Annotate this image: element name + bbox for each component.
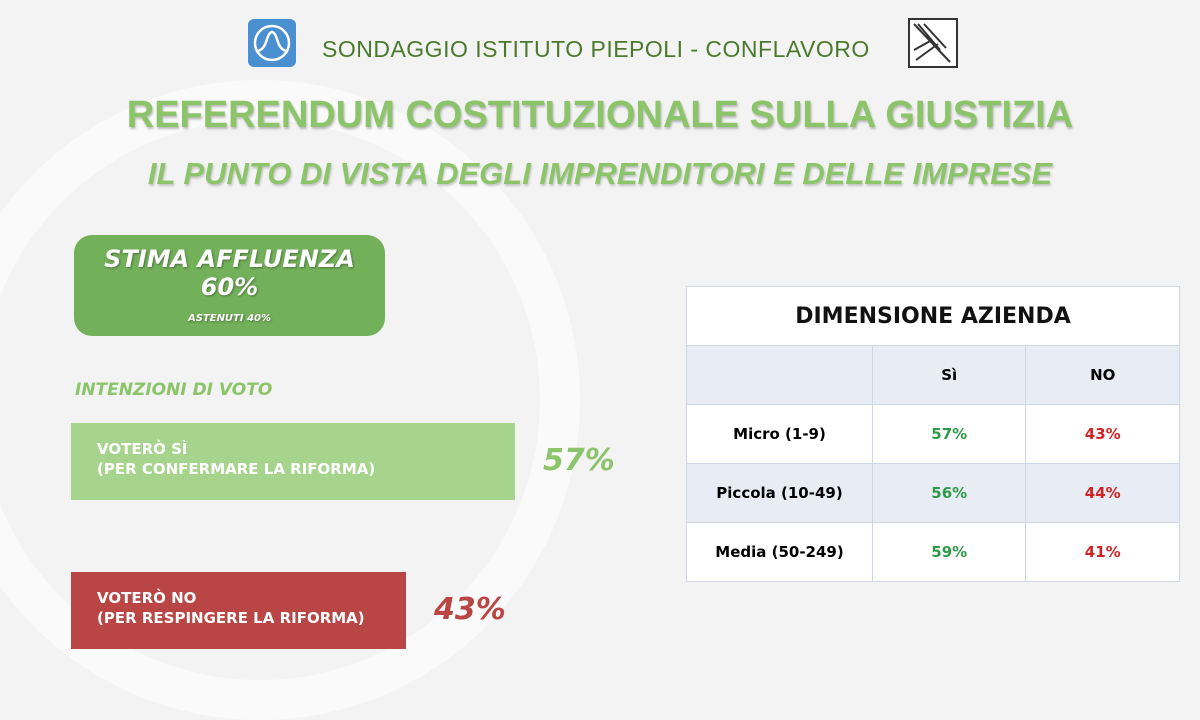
company-size-table: DIMENSIONE AZIENDA Sì NO Micro (1-9) 57% 43…	[686, 286, 1180, 582]
si-value: 57%	[871, 404, 1027, 464]
abstain-label: ASTENUTI 40%	[187, 313, 272, 324]
bar-value-label: 43%	[433, 592, 506, 627]
bar-label: VOTERÒ SÌ	[97, 440, 188, 458]
bar-label: (PER CONFERMARE LA RIFORMA)	[97, 460, 376, 478]
bar-label: VOTERÒ NO	[97, 589, 197, 607]
table-row: Piccola (10-49) 56% 44%	[686, 463, 1180, 523]
conflavoro-logo-icon	[908, 18, 958, 68]
table-row: Micro (1-9) 57% 43%	[686, 404, 1180, 464]
turnout-label: STIMA AFFLUENZA	[104, 245, 355, 273]
turnout-box: STIMA AFFLUENZA 60% ASTENUTI 40%	[74, 235, 385, 336]
bar-label: (PER RESPINGERE LA RIFORMA)	[97, 609, 365, 627]
si-value: 56%	[871, 463, 1027, 523]
row-label: Media (50-249)	[686, 522, 873, 582]
piepoli-logo-icon	[248, 19, 296, 67]
row-label: Micro (1-9)	[686, 404, 873, 464]
turnout-value: 60%	[200, 273, 259, 301]
header-subtitle: SONDAGGIO ISTITUTO PIEPOLI - CONFLAVORO	[322, 36, 870, 62]
page-title: REFERENDUM COSTITUZIONALE SULLA GIUSTIZI…	[126, 94, 1074, 136]
col-header-no: NO	[1025, 345, 1180, 405]
table-row: Media (50-249) 59% 41%	[686, 522, 1180, 582]
no-value: 44%	[1025, 463, 1180, 523]
chart-title: INTENZIONI DI VOTO	[75, 380, 273, 400]
no-value: 41%	[1025, 522, 1180, 582]
col-header-si: Sì	[871, 345, 1027, 405]
bar-value-label: 57%	[543, 443, 615, 478]
si-value: 59%	[871, 522, 1027, 582]
no-value: 43%	[1025, 404, 1180, 464]
col-header	[686, 345, 873, 405]
table-title: DIMENSIONE AZIENDA	[686, 286, 1180, 346]
row-label: Piccola (10-49)	[686, 463, 873, 523]
bar-si: VOTERÒ SÌ (PER CONFERMARE LA RIFORMA)	[71, 423, 516, 500]
bar-no: VOTERÒ NO (PER RESPINGERE LA RIFORMA)	[71, 572, 406, 649]
page-subtitle: IL PUNTO DI VISTA DEGLI IMPRENDITORI E D…	[147, 156, 1053, 191]
